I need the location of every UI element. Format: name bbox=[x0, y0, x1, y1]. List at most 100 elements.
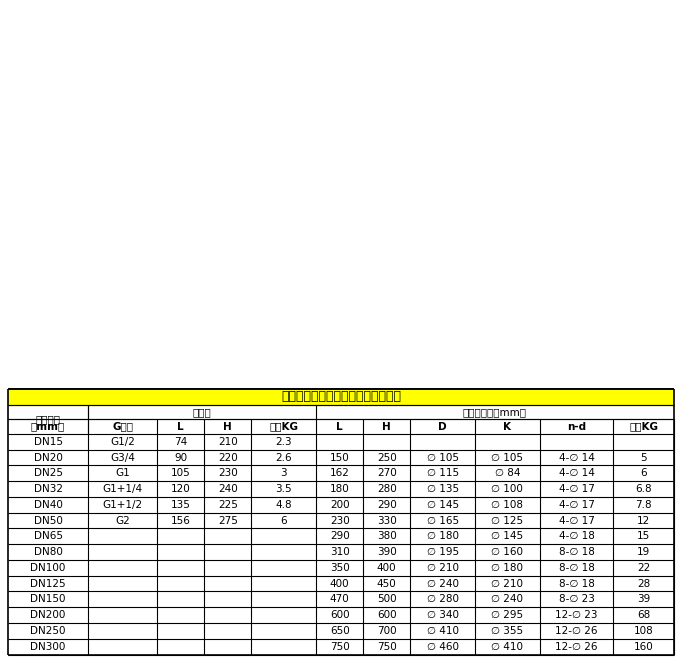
Text: 12-∅ 26: 12-∅ 26 bbox=[555, 626, 598, 636]
Text: 105: 105 bbox=[171, 469, 191, 478]
Text: 12: 12 bbox=[637, 515, 650, 525]
Text: L: L bbox=[336, 422, 343, 432]
Text: （mm）: （mm） bbox=[31, 422, 65, 432]
Text: DN50: DN50 bbox=[33, 515, 63, 525]
Text: ∅ 240: ∅ 240 bbox=[427, 579, 458, 589]
Text: DN32: DN32 bbox=[33, 484, 63, 494]
Text: 470: 470 bbox=[330, 595, 350, 605]
Text: 12-∅ 26: 12-∅ 26 bbox=[555, 642, 598, 651]
Text: 450: 450 bbox=[377, 579, 396, 589]
Text: 22: 22 bbox=[637, 563, 650, 573]
Text: 内螺纹: 内螺纹 bbox=[193, 407, 211, 417]
Text: ∅ 100: ∅ 100 bbox=[492, 484, 523, 494]
Text: DN20: DN20 bbox=[33, 453, 63, 463]
Text: ∅ 125: ∅ 125 bbox=[491, 515, 524, 525]
Bar bbox=[8, 419, 674, 434]
Text: 600: 600 bbox=[330, 610, 349, 620]
Text: 650: 650 bbox=[330, 626, 350, 636]
Text: G1+1/2: G1+1/2 bbox=[102, 500, 143, 510]
Text: 220: 220 bbox=[218, 453, 238, 463]
Bar bbox=[8, 544, 674, 560]
Bar bbox=[8, 449, 674, 465]
Text: ∅ 240: ∅ 240 bbox=[492, 595, 523, 605]
Bar bbox=[8, 639, 674, 655]
Text: 156: 156 bbox=[171, 515, 191, 525]
Text: 600: 600 bbox=[377, 610, 396, 620]
Bar bbox=[8, 389, 674, 405]
Text: 8-∅ 18: 8-∅ 18 bbox=[559, 563, 595, 573]
Text: 6: 6 bbox=[640, 469, 647, 478]
Text: 28: 28 bbox=[637, 579, 650, 589]
Bar bbox=[8, 465, 674, 481]
Text: 290: 290 bbox=[330, 531, 350, 541]
Text: 8-∅ 18: 8-∅ 18 bbox=[559, 547, 595, 557]
Text: ∅ 135: ∅ 135 bbox=[426, 484, 459, 494]
Text: ∅ 460: ∅ 460 bbox=[427, 642, 458, 651]
Text: 210: 210 bbox=[218, 437, 238, 447]
Text: G1: G1 bbox=[115, 469, 130, 478]
Text: 225: 225 bbox=[218, 500, 238, 510]
Text: ∅ 280: ∅ 280 bbox=[427, 595, 458, 605]
Bar bbox=[8, 405, 674, 419]
Text: G1+1/4: G1+1/4 bbox=[102, 484, 143, 494]
Text: DN150: DN150 bbox=[31, 595, 66, 605]
Text: 200: 200 bbox=[330, 500, 349, 510]
Text: 铸钢与不锈钢尺寸一样（国标生产）: 铸钢与不锈钢尺寸一样（国标生产） bbox=[281, 390, 401, 403]
Text: 2.3: 2.3 bbox=[276, 437, 292, 447]
Text: G2: G2 bbox=[115, 515, 130, 525]
Text: ∅ 355: ∅ 355 bbox=[491, 626, 524, 636]
Text: 90: 90 bbox=[174, 453, 188, 463]
Text: DN125: DN125 bbox=[30, 579, 66, 589]
Text: 19: 19 bbox=[637, 547, 650, 557]
Text: 3: 3 bbox=[280, 469, 287, 478]
Text: ∅ 210: ∅ 210 bbox=[492, 579, 523, 589]
Bar bbox=[8, 434, 674, 449]
Text: ∅ 295: ∅ 295 bbox=[491, 610, 524, 620]
Text: G螺纹: G螺纹 bbox=[112, 422, 133, 432]
Text: 4-∅ 18: 4-∅ 18 bbox=[559, 531, 595, 541]
Bar bbox=[8, 497, 674, 513]
Text: 12-∅ 23: 12-∅ 23 bbox=[555, 610, 598, 620]
Text: G3/4: G3/4 bbox=[110, 453, 135, 463]
Text: 120: 120 bbox=[171, 484, 191, 494]
Text: 280: 280 bbox=[377, 484, 396, 494]
Text: DN40: DN40 bbox=[33, 500, 63, 510]
Text: 330: 330 bbox=[377, 515, 396, 525]
Text: DN100: DN100 bbox=[31, 563, 65, 573]
Text: 15: 15 bbox=[637, 531, 650, 541]
Text: 重量KG: 重量KG bbox=[269, 422, 298, 432]
Bar bbox=[14, 400, 286, 649]
Text: ∅ 210: ∅ 210 bbox=[427, 563, 458, 573]
Text: DN200: DN200 bbox=[31, 610, 65, 620]
Bar bbox=[8, 576, 674, 591]
Text: ∅ 145: ∅ 145 bbox=[491, 531, 524, 541]
Text: 160: 160 bbox=[634, 642, 653, 651]
Text: 4-∅ 17: 4-∅ 17 bbox=[559, 500, 595, 510]
Text: 290: 290 bbox=[377, 500, 396, 510]
Bar bbox=[314, 400, 668, 649]
Text: D: D bbox=[439, 422, 447, 432]
Text: ∅ 410: ∅ 410 bbox=[427, 626, 458, 636]
Text: ∅ 180: ∅ 180 bbox=[427, 531, 458, 541]
Text: 5: 5 bbox=[640, 453, 647, 463]
Text: ∅ 108: ∅ 108 bbox=[492, 500, 523, 510]
Text: ∅ 115: ∅ 115 bbox=[426, 469, 459, 478]
Bar bbox=[8, 623, 674, 639]
Text: ∅ 195: ∅ 195 bbox=[426, 547, 459, 557]
Text: ∅ 84: ∅ 84 bbox=[494, 469, 520, 478]
Text: L: L bbox=[177, 422, 184, 432]
Text: G1/2: G1/2 bbox=[110, 437, 135, 447]
Text: 4-∅ 17: 4-∅ 17 bbox=[559, 515, 595, 525]
Text: 240: 240 bbox=[218, 484, 238, 494]
Text: 39: 39 bbox=[637, 595, 650, 605]
Text: ∅ 145: ∅ 145 bbox=[426, 500, 459, 510]
Text: 4.8: 4.8 bbox=[276, 500, 292, 510]
Text: 2.6: 2.6 bbox=[276, 453, 292, 463]
Bar bbox=[8, 513, 674, 529]
Text: DN300: DN300 bbox=[31, 642, 65, 651]
Text: 700: 700 bbox=[377, 626, 396, 636]
Text: 400: 400 bbox=[330, 579, 349, 589]
Text: 重量KG: 重量KG bbox=[629, 422, 658, 432]
Text: DN250: DN250 bbox=[31, 626, 66, 636]
Text: 500: 500 bbox=[377, 595, 396, 605]
